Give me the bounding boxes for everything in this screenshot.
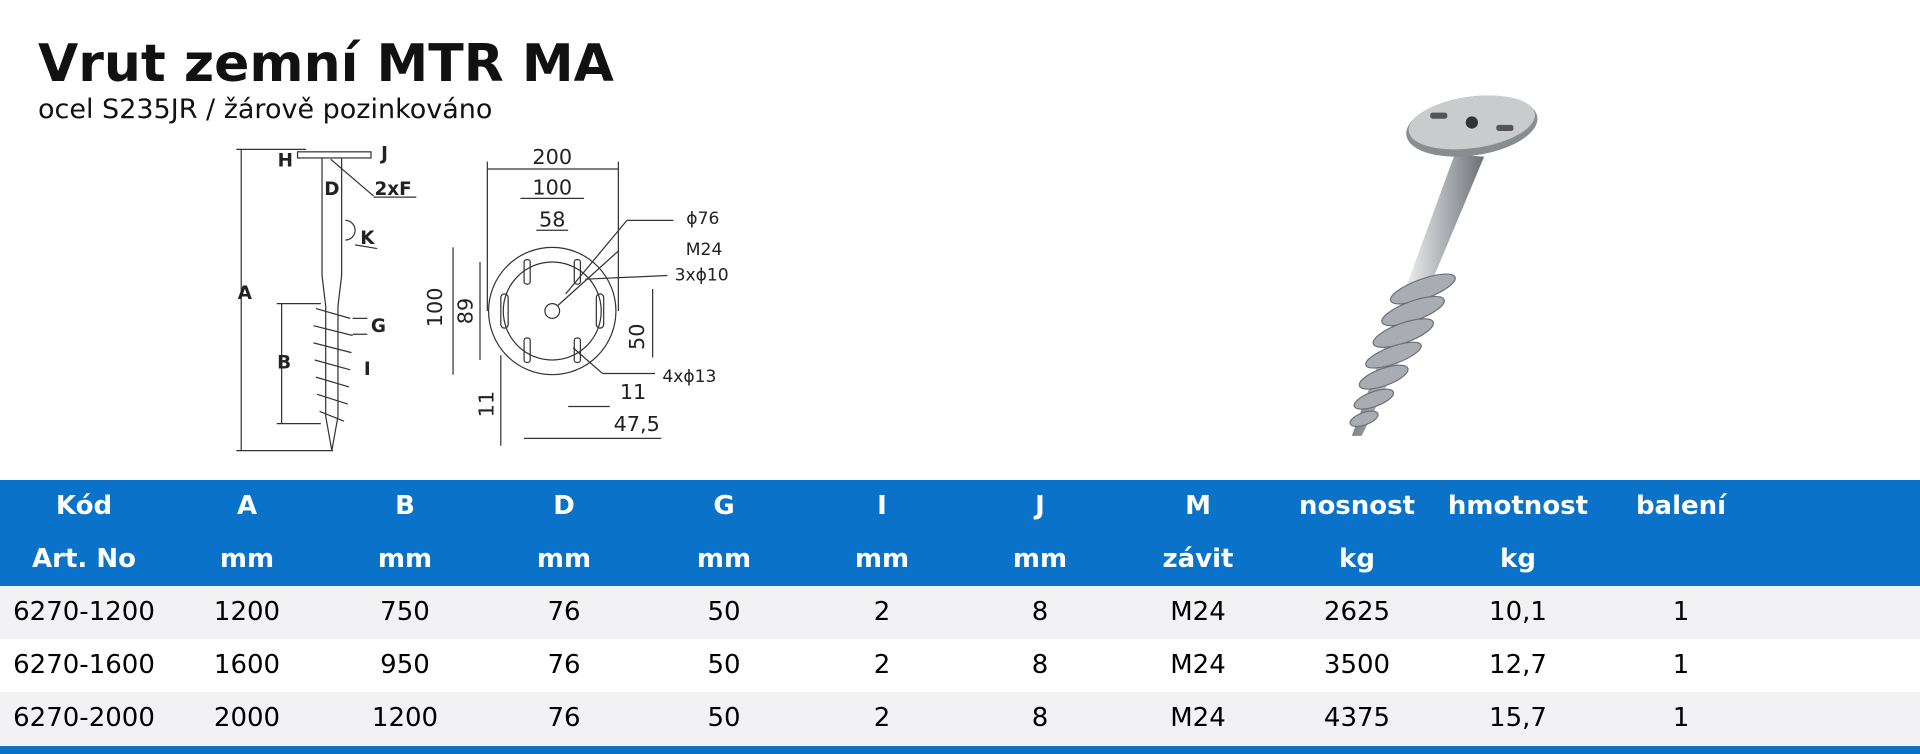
table-cell: 50: [707, 650, 741, 680]
table-cell: 1: [1672, 703, 1690, 733]
table-cell: 8: [1031, 650, 1049, 680]
diagram-label: K: [360, 228, 375, 249]
table-cell: balení: [1635, 491, 1727, 521]
table-cell: 15,7: [1489, 703, 1547, 733]
diagram-label: 100: [423, 287, 447, 327]
diagram-label: A: [238, 283, 253, 304]
table-cell: 1200: [371, 703, 439, 733]
diagram-label: 2xF: [374, 179, 411, 200]
table-cell: mm: [219, 544, 275, 574]
diagram-label: D: [324, 179, 339, 200]
table-cell: 76: [547, 597, 581, 627]
diagram-labels: H J D 2xF K A G B I 200 100 58 ϕ76 M24 3…: [238, 143, 729, 436]
table-cell: Kód: [55, 491, 113, 521]
diagram-label: ϕ76: [686, 209, 719, 229]
diagram-label: 58: [539, 207, 565, 231]
diagram-label: H: [278, 151, 293, 172]
table-cell: 1600: [213, 650, 281, 680]
table-cell: 2: [873, 650, 891, 680]
table-cell: 76: [547, 650, 581, 680]
table-cell: 76: [547, 703, 581, 733]
table-cell: mm: [377, 544, 433, 574]
table-cell: 1: [1672, 650, 1690, 680]
table-cell: 10,1: [1489, 597, 1547, 627]
table-cell: M24: [1170, 597, 1226, 627]
table-cell: 50: [707, 597, 741, 627]
table-cell: závit: [1162, 544, 1234, 574]
table-cell: hmotnost: [1447, 491, 1589, 521]
table-cell: 2000: [213, 703, 281, 733]
table-cell: B: [395, 491, 415, 521]
table-cell: 6270-1200: [13, 597, 155, 627]
table-cell: I: [877, 491, 887, 521]
table-cell: D: [553, 491, 575, 521]
table-cell: nosnost: [1298, 491, 1416, 521]
table-cell: mm: [854, 544, 910, 574]
table-cell: M: [1185, 491, 1211, 521]
table-cell: kg: [1500, 544, 1536, 574]
unit-row: Art. No mm mm mm mm mm mm závit kg kg: [0, 533, 1920, 586]
top-drawing: [452, 161, 674, 446]
table-cell: 950: [380, 650, 430, 680]
table-cell: 2: [873, 703, 891, 733]
side-drawing: [236, 148, 417, 452]
diagram-label: 3xϕ10: [675, 266, 729, 286]
subtitle: ocel S235JR / žárově pozinkováno: [38, 94, 493, 125]
table-cell: mm: [536, 544, 592, 574]
diagram-label: M24: [686, 240, 723, 260]
diagram-label: B: [277, 353, 291, 374]
table-cell: J: [1035, 491, 1045, 521]
table-row: 6270-1600 1600 950 76 50 2 8 M24 3500 12,7 1: [0, 639, 1920, 692]
diagram-label: J: [379, 143, 388, 164]
table-row: 6270-2000 2000 1200 76 50 2 8 M24 4375 15,7 1: [0, 692, 1920, 745]
table-cell: 12,7: [1489, 650, 1547, 680]
diagram-label: 50: [625, 324, 649, 350]
table-cell: 8: [1031, 703, 1049, 733]
table-cell: kg: [1339, 544, 1375, 574]
table-cell: 3500: [1323, 650, 1391, 680]
drawings: H J D 2xF K A G B I 200 100 58 ϕ76 M24 3…: [236, 95, 1538, 452]
table-cell: mm: [1012, 544, 1068, 574]
table-cell: 8: [1031, 597, 1049, 627]
table-cell: 1: [1672, 597, 1690, 627]
title: Vrut zemní MTR MA: [38, 34, 614, 94]
diagram-label: 11: [474, 391, 498, 417]
table-cell: 1200: [213, 597, 281, 627]
table-cell: 50: [707, 703, 741, 733]
diagram-label: 89: [454, 298, 478, 324]
table-cell: M24: [1170, 650, 1226, 680]
diagram-label: 100: [532, 176, 572, 200]
table-cell: Art. No: [32, 544, 136, 574]
table-row: 6270-1200 1200 750 76 50 2 8 M24 2625 10,1 1: [0, 586, 1920, 639]
product-photo: [1349, 95, 1538, 436]
diagram-label: 47,5: [614, 412, 660, 436]
table-cell: G: [713, 491, 735, 521]
table-cell: 4375: [1323, 703, 1391, 733]
diagram-label: 4xϕ13: [662, 367, 716, 387]
diagram-label: 200: [532, 145, 572, 169]
table-cell: 2625: [1323, 597, 1391, 627]
table-cell: 6270-1600: [13, 650, 155, 680]
table-cell: 750: [380, 597, 430, 627]
diagram-label: I: [364, 359, 371, 380]
table-cell: M24: [1170, 703, 1226, 733]
diagram-label: G: [371, 316, 386, 337]
table-cell: 2: [873, 597, 891, 627]
diagram-label: 11: [620, 380, 646, 404]
table-cell: mm: [696, 544, 752, 574]
table-cell: A: [236, 491, 258, 521]
table-cell: 6270-2000: [13, 703, 155, 733]
footer-bar: [0, 746, 1920, 754]
